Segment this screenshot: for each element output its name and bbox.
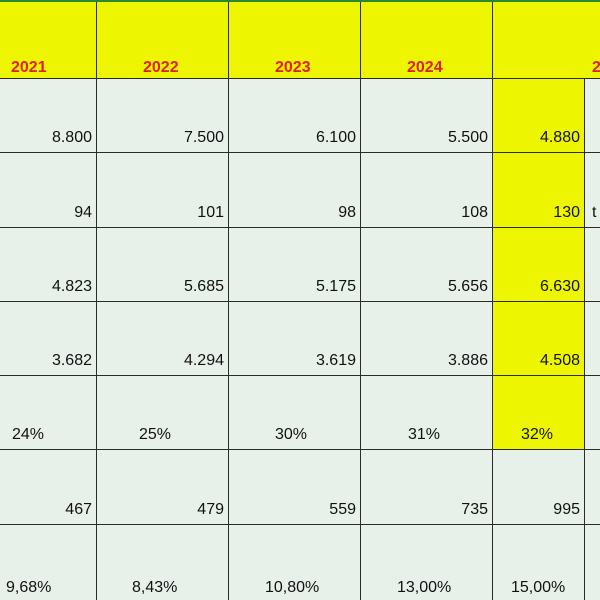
- header-cell-2023[interactable]: [229, 2, 361, 79]
- data-cell-clipped[interactable]: [585, 302, 600, 376]
- cell-value: 995: [553, 501, 580, 518]
- data-cell-highlighted[interactable]: 32%: [493, 376, 585, 450]
- window-frame: [0, 0, 600, 2]
- cell-value: 559: [329, 501, 356, 518]
- cell-value: 7.500: [183, 129, 224, 146]
- data-cell[interactable]: 15,00%: [493, 525, 585, 600]
- cell-value: 8,43%: [132, 579, 178, 596]
- data-cell-clipped[interactable]: [585, 450, 600, 525]
- data-cell[interactable]: 30%: [229, 376, 361, 450]
- data-cell[interactable]: 5.175: [229, 228, 361, 302]
- cell-value: 32%: [521, 426, 554, 443]
- data-cell[interactable]: 10,80%: [229, 525, 361, 600]
- data-cell[interactable]: 3.619: [229, 302, 361, 376]
- data-cell[interactable]: 31%: [361, 376, 493, 450]
- data-cell[interactable]: 4.294: [97, 302, 229, 376]
- data-cell[interactable]: 6.100: [229, 79, 361, 153]
- cell-value: 15,00%: [511, 579, 566, 596]
- header-cell-2021[interactable]: [0, 2, 97, 79]
- data-cell[interactable]: 8.800: [0, 79, 97, 153]
- cell-value: 25%: [139, 426, 172, 443]
- year-header-2024: 2024: [407, 60, 443, 76]
- header-cell-next[interactable]: [493, 2, 600, 79]
- data-cell-clipped[interactable]: [585, 376, 600, 450]
- cell-value: 94: [74, 204, 92, 221]
- header-cell-2022[interactable]: [97, 2, 229, 79]
- data-cell[interactable]: 8,43%: [97, 525, 229, 600]
- cell-value: 735: [461, 501, 488, 518]
- cell-value: 3.682: [51, 352, 92, 369]
- cell-value: 130: [553, 204, 580, 221]
- data-cell[interactable]: 5.656: [361, 228, 493, 302]
- data-cell[interactable]: 94: [0, 153, 97, 228]
- data-cell-highlighted[interactable]: 4.508: [493, 302, 585, 376]
- cell-value: 3.619: [315, 352, 356, 369]
- data-cell[interactable]: 559: [229, 450, 361, 525]
- cell-value: 13,00%: [397, 579, 452, 596]
- cell-value: 10,80%: [265, 579, 320, 596]
- cell-value: 5.656: [447, 278, 488, 295]
- cell-value: 467: [65, 501, 92, 518]
- year-header-2023: 2023: [275, 60, 311, 76]
- data-cell-highlighted[interactable]: 6.630: [493, 228, 585, 302]
- cell-value: 4.823: [51, 278, 92, 295]
- cell-value: 6.100: [315, 129, 356, 146]
- data-cell[interactable]: 479: [97, 450, 229, 525]
- year-header-2022: 2022: [143, 60, 179, 76]
- clipped-text: t: [592, 204, 597, 221]
- cell-value: 6.630: [539, 278, 580, 295]
- cell-value: 3.886: [447, 352, 488, 369]
- cell-value: 30%: [275, 426, 308, 443]
- cell-value: 4.294: [183, 352, 224, 369]
- header-cell-2024[interactable]: [361, 2, 493, 79]
- data-cell[interactable]: 467: [0, 450, 97, 525]
- data-cell-highlighted[interactable]: 130: [493, 153, 585, 228]
- data-cell-highlighted[interactable]: 4.880: [493, 79, 585, 153]
- data-cell[interactable]: 9,68%: [0, 525, 97, 600]
- cell-value: 4.880: [539, 129, 580, 146]
- data-cell[interactable]: 7.500: [97, 79, 229, 153]
- data-cell[interactable]: 735: [361, 450, 493, 525]
- data-cell[interactable]: 4.823: [0, 228, 97, 302]
- cell-value: 9,68%: [6, 579, 52, 596]
- data-cell[interactable]: 101: [97, 153, 229, 228]
- cell-value: 5.175: [315, 278, 356, 295]
- data-cell[interactable]: 5.500: [361, 79, 493, 153]
- cell-value: 31%: [408, 426, 441, 443]
- data-cell[interactable]: 3.886: [361, 302, 493, 376]
- data-cell[interactable]: 25%: [97, 376, 229, 450]
- cell-value: 5.500: [447, 129, 488, 146]
- data-cell[interactable]: 13,00%: [361, 525, 493, 600]
- data-cell-clipped[interactable]: [585, 228, 600, 302]
- cell-value: 108: [461, 204, 488, 221]
- cell-value: 4.508: [539, 352, 580, 369]
- data-cell[interactable]: 108: [361, 153, 493, 228]
- data-cell[interactable]: 995: [493, 450, 585, 525]
- cell-value: 24%: [12, 426, 45, 443]
- cell-value: 8.800: [51, 129, 92, 146]
- data-cell[interactable]: 24%: [0, 376, 97, 450]
- data-cell-clipped[interactable]: t: [585, 153, 600, 228]
- cell-value: 101: [197, 204, 224, 221]
- year-header-2021: 2021: [11, 60, 47, 76]
- cell-value: 5.685: [183, 278, 224, 295]
- data-cell[interactable]: 3.682: [0, 302, 97, 376]
- header-row-band: [0, 2, 600, 78]
- data-cell-clipped[interactable]: [585, 525, 600, 600]
- data-cell[interactable]: 5.685: [97, 228, 229, 302]
- data-cell-clipped[interactable]: [585, 79, 600, 153]
- data-cell[interactable]: 98: [229, 153, 361, 228]
- cell-value: 98: [338, 204, 356, 221]
- cell-value: 479: [197, 501, 224, 518]
- year-header-next: 2: [592, 60, 600, 76]
